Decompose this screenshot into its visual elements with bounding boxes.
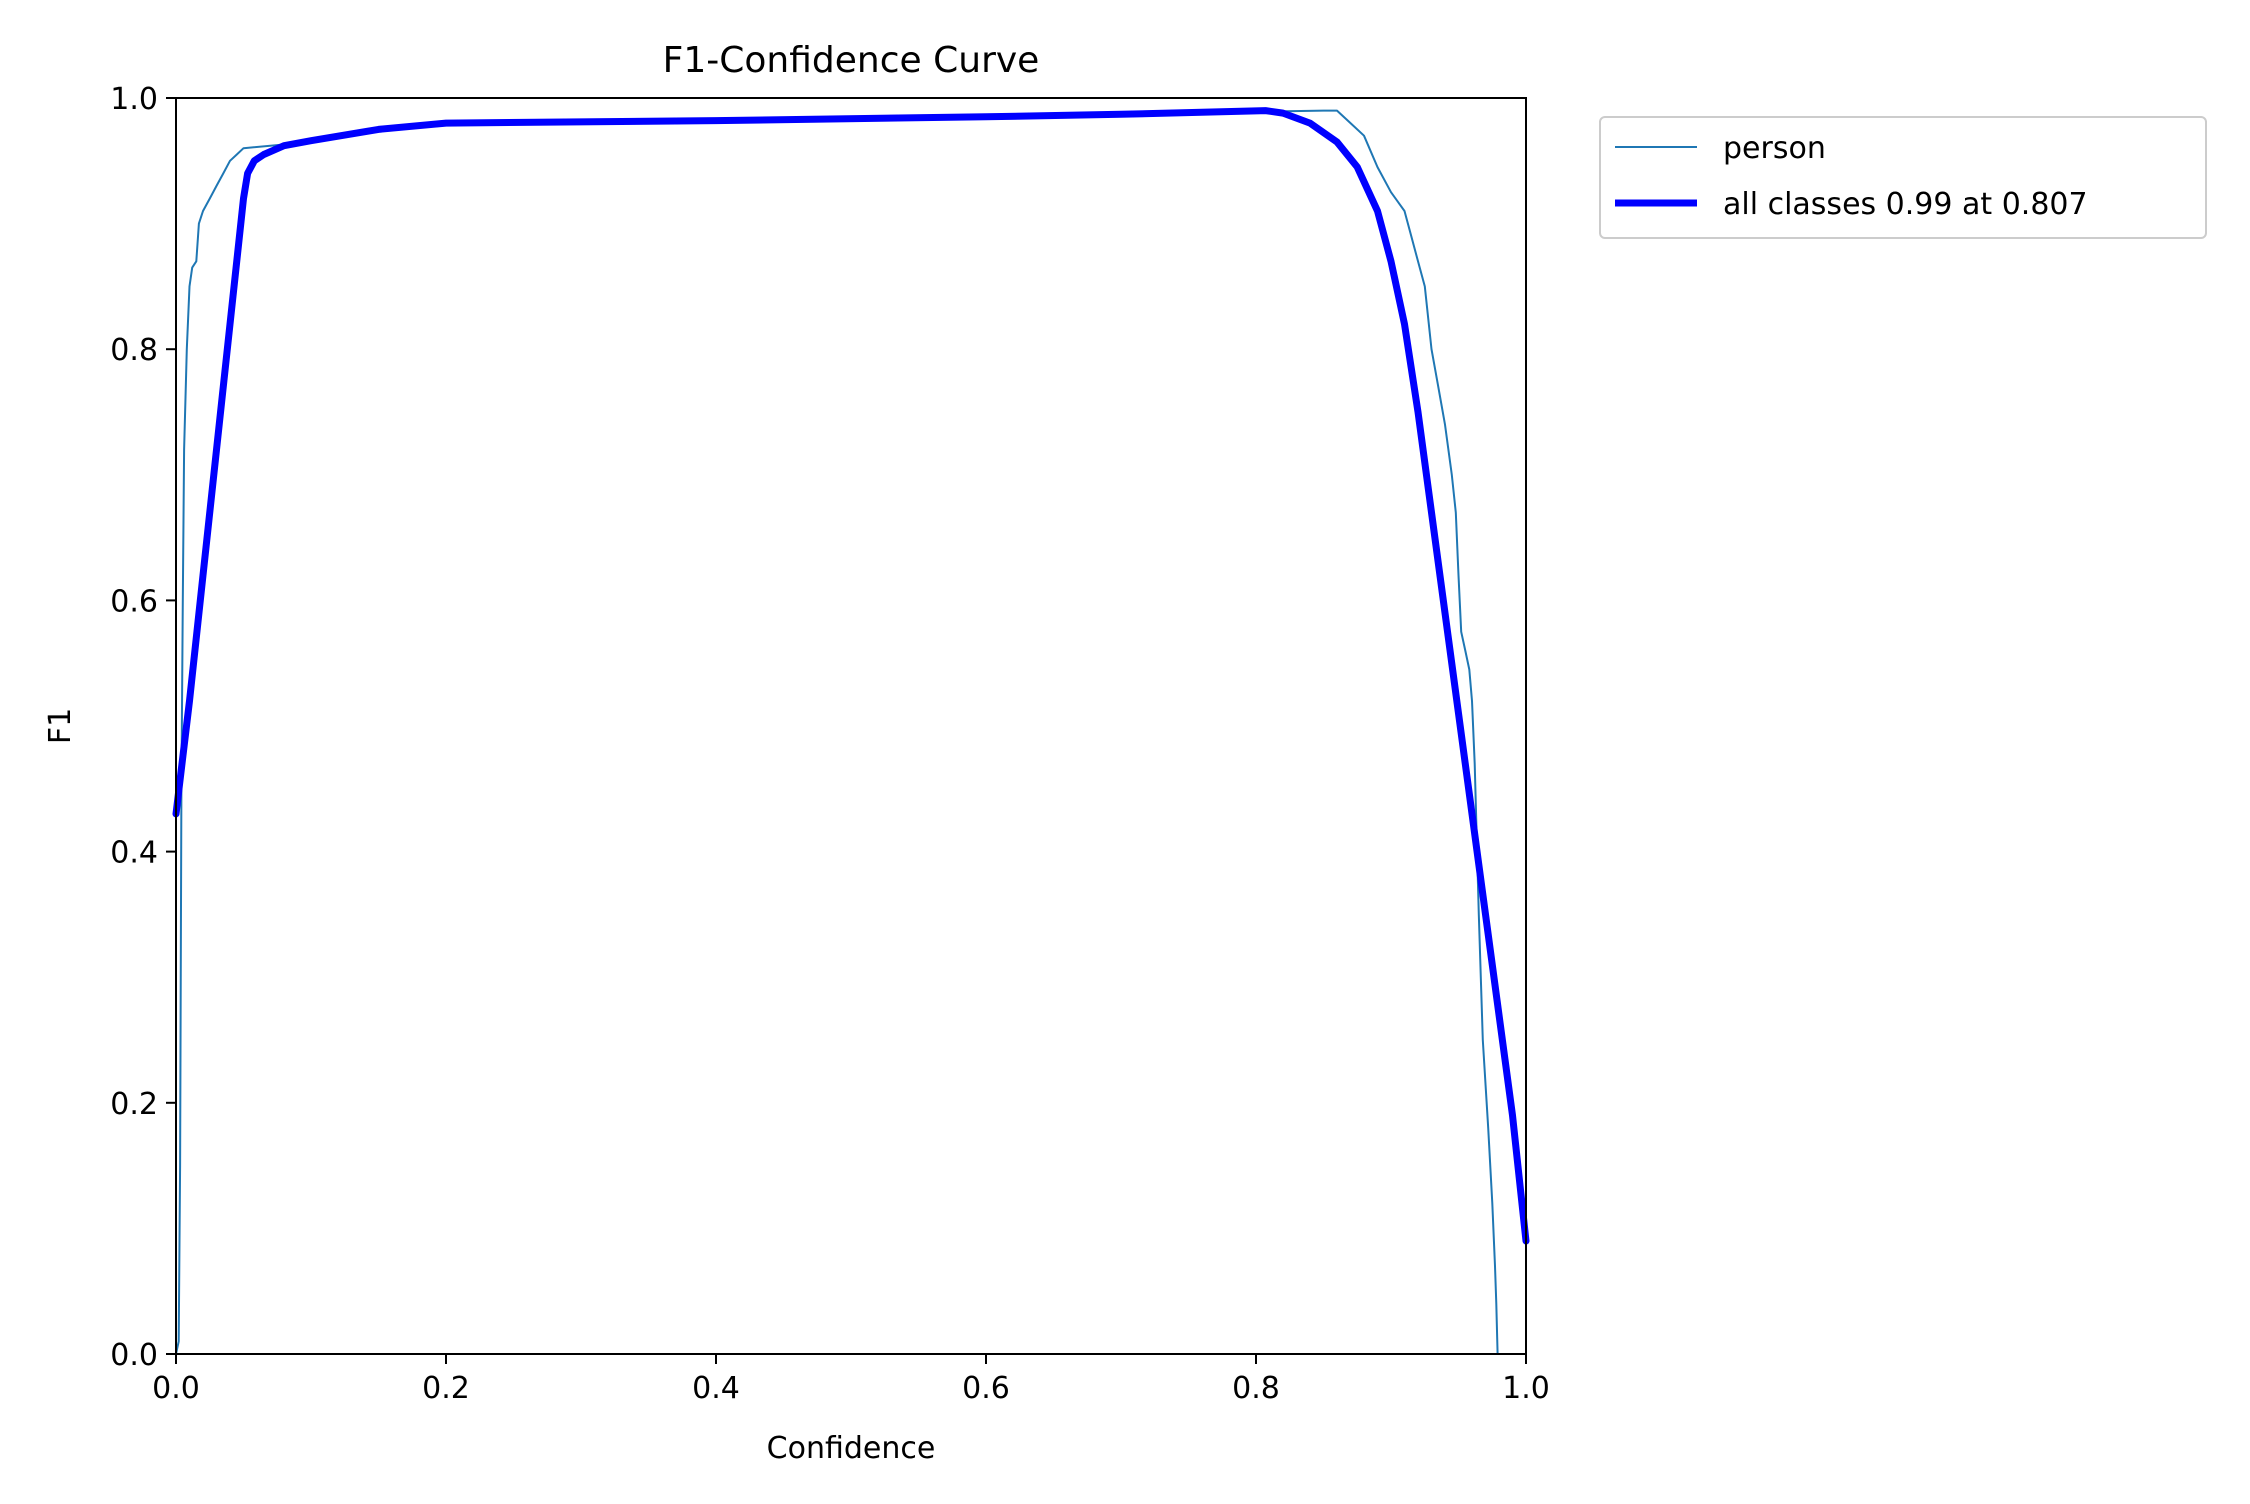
x-tick-label: 0.0 <box>152 1371 200 1406</box>
chart-legend: person all classes 0.99 at 0.807 <box>1599 116 2207 239</box>
legend-label-person: person <box>1723 131 1826 166</box>
y-tick-label: 0.6 <box>110 584 158 619</box>
legend-label-all-classes: all classes 0.99 at 0.807 <box>1723 187 2088 222</box>
x-tick-label: 0.2 <box>422 1371 470 1406</box>
axes-background <box>176 98 1526 1354</box>
series-line-0 <box>175 109 1527 1355</box>
y-tick-label: 0.0 <box>110 1338 158 1373</box>
x-axis-ticks: 0.0 0.2 0.4 0.6 0.8 1.0 <box>152 1354 1550 1406</box>
x-tick-label: 0.6 <box>962 1371 1010 1406</box>
y-tick-label: 0.2 <box>110 1087 158 1122</box>
y-tick-label: 0.4 <box>110 836 158 871</box>
x-tick-label: 0.4 <box>692 1371 740 1406</box>
series-line-1 <box>172 107 1530 1245</box>
series-layer <box>172 107 1530 1355</box>
chart-title: F1-Confidence Curve <box>663 40 1040 81</box>
legend-frame <box>1599 116 2207 239</box>
x-tick-label: 0.8 <box>1232 1371 1280 1406</box>
x-tick-label: 1.0 <box>1502 1371 1550 1406</box>
y-tick-label: 0.8 <box>110 333 158 368</box>
y-tick-label: 1.0 <box>110 82 158 117</box>
plot-area <box>172 97 1530 1355</box>
y-axis-label: F1 <box>43 708 78 744</box>
y-axis-ticks: 0.0 0.2 0.4 0.6 0.8 1.0 <box>110 82 176 1373</box>
x-axis-label: Confidence <box>767 1431 936 1466</box>
axes-frame <box>175 97 1527 1355</box>
